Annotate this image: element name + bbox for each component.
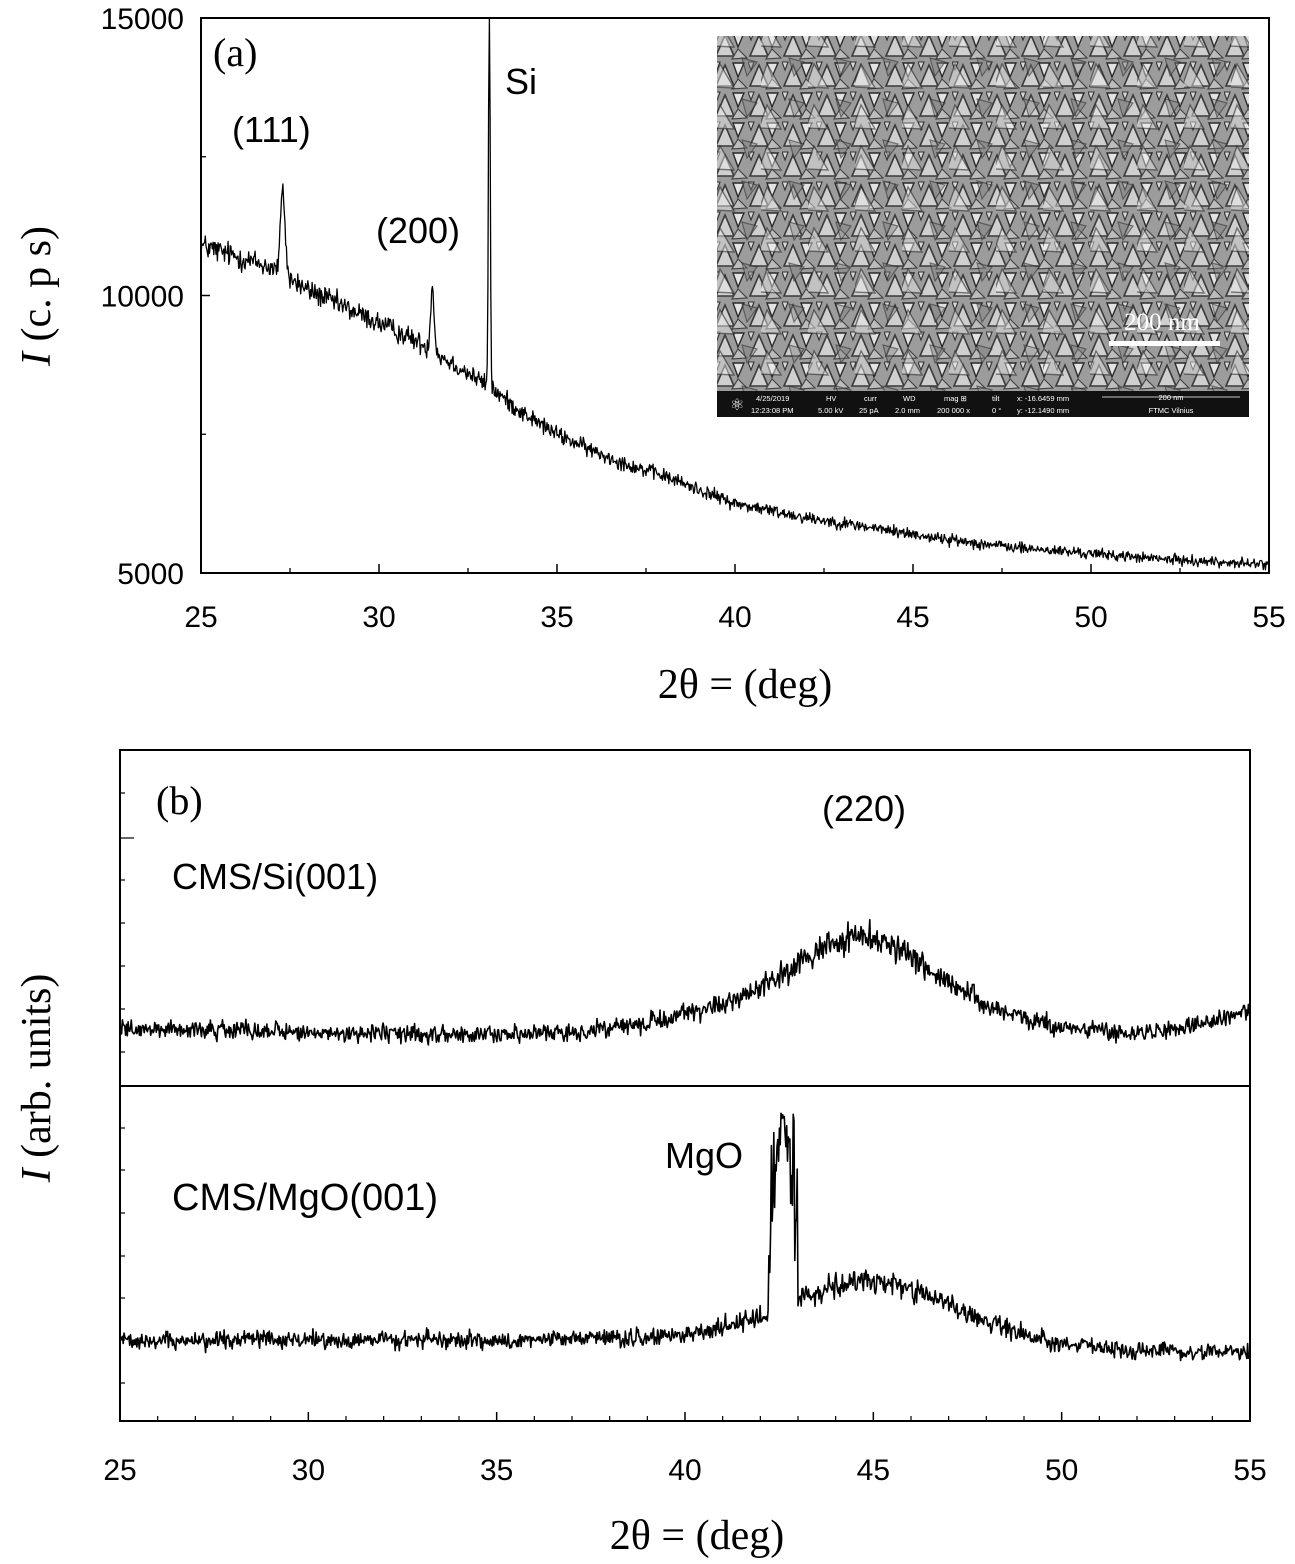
panel-b-x-tick-label: 40: [668, 1454, 701, 1487]
peak-label-200: (200): [376, 210, 460, 251]
sem-time: 12:23:08 PM: [751, 406, 794, 415]
panel-b-x-tick-label: 35: [480, 1454, 513, 1487]
panel-b-label: (b): [156, 778, 203, 823]
panel-b-x-tick-label: 55: [1233, 1454, 1266, 1487]
panel-a-x-tick-label: 30: [362, 601, 395, 634]
panel-b-x-axis-label: 2θ = (deg): [610, 1513, 784, 1559]
sem-wd-label: WD: [903, 394, 916, 403]
panel-b-series-cms-si: [119, 918, 1251, 1046]
panel-b-y-axis-label: I (arb. units): [14, 974, 60, 1184]
panel-a-y-tick-label: 5000: [117, 558, 184, 591]
panel-b-x-tick-label: 25: [103, 1454, 136, 1487]
sem-scale-bar-label: 200 nm: [1124, 309, 1200, 336]
sem-wd: 2.0 mm: [895, 406, 920, 415]
panel-a-x-tick-label: 35: [540, 601, 573, 634]
sem-tilt-label: tilt: [992, 394, 1000, 403]
sem-inset: 200 nm ⚛ 4/25/2019 12:23:08 PM HV 5.00 k…: [717, 36, 1249, 417]
panel-b-x-tick-label: 45: [857, 1454, 890, 1487]
sem-info-bar: [717, 391, 1249, 417]
panel-a-x-tick-label: 25: [184, 601, 217, 634]
panel-a-x-axis-label: 2θ = (deg): [658, 662, 832, 708]
peak-label-220: (220): [822, 788, 906, 829]
sem-curr: 25 pA: [859, 406, 879, 415]
panel-a-label: (a): [213, 30, 257, 75]
sem-date: 4/25/2019: [756, 394, 789, 403]
panel-a-x-tick-label: 45: [896, 601, 929, 634]
sem-mag: 200 000 x: [937, 406, 970, 415]
sem-y-coord: y: -12.1490 mm: [1017, 406, 1069, 415]
sem-logo-icon: ⚛: [730, 397, 744, 414]
sem-scale-bar: [1109, 341, 1220, 346]
sem-hv: 5.00 kV: [818, 406, 843, 415]
sem-tilt: 0 °: [992, 406, 1001, 415]
panel-b-x-tick-labels: 25 30 35 40 45 50 55: [103, 1454, 1266, 1487]
panel-b-x-tick-label: 30: [292, 1454, 325, 1487]
peak-label-si: Si: [505, 61, 537, 102]
sem-info-bar-scale: 200 nm: [1158, 393, 1183, 402]
panel-a-series-line: [200, 17, 1270, 571]
sem-lab-name: FTMC Vilnius: [1149, 406, 1194, 415]
panel-a-y-axis-label: I (c. p s): [14, 226, 60, 367]
sem-x-coord: x: -16.6459 mm: [1017, 394, 1069, 403]
sem-hv-label: HV: [826, 394, 836, 403]
annotation-mgo: MgO: [665, 1135, 743, 1176]
panel-a-ticks: [200, 17, 1270, 574]
series-label-cms-mgo: CMS/MgO(001): [172, 1177, 438, 1219]
panel-a-x-tick-label: 40: [718, 601, 751, 634]
panel-b-ticks: [119, 792, 1251, 1421]
panel-b-x-tick-label: 50: [1045, 1454, 1078, 1487]
panel-a-y-tick-label: 10000: [101, 281, 184, 314]
series-label-cms-si: CMS/Si(001): [172, 856, 378, 897]
panel-a-y-tick-label: 15000: [101, 3, 184, 36]
panel-a-y-tick-labels: 5000 10000 15000: [101, 3, 184, 591]
sem-mag-label: mag ⊞: [944, 394, 967, 403]
panel-a-x-tick-label: 50: [1074, 601, 1107, 634]
peak-label-111: (111): [232, 109, 311, 150]
panel-a-x-tick-label: 55: [1252, 601, 1285, 634]
panel-a-x-tick-labels: 25 30 35 40 45 50 55: [184, 601, 1285, 634]
panel-b: 25 30 35 40 45 50 55 (b) (220) CMS/Si(001) CMS…: [14, 749, 1267, 1559]
sem-curr-label: curr: [864, 394, 877, 403]
panel-b-series-cms-mgo: [119, 1112, 1251, 1362]
